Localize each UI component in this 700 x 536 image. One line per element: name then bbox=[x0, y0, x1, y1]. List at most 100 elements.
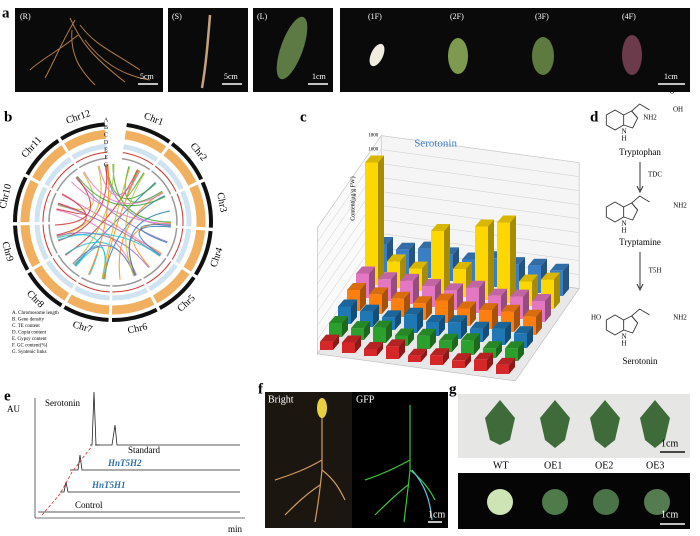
bar bbox=[364, 342, 383, 356]
photo-label: (1F) bbox=[368, 12, 382, 21]
pathway-arrows bbox=[636, 162, 644, 292]
syntenic-link bbox=[75, 246, 106, 280]
bar bbox=[497, 215, 516, 303]
bar bbox=[329, 316, 348, 337]
bar-top bbox=[550, 263, 569, 271]
copia-track bbox=[112, 284, 145, 293]
copia-track bbox=[176, 193, 184, 227]
chromosome-arc bbox=[13, 225, 30, 271]
panel-label: f bbox=[258, 381, 264, 397]
bar-front bbox=[386, 346, 399, 359]
te-track bbox=[180, 190, 192, 227]
bar-top bbox=[457, 301, 476, 309]
bar-top bbox=[365, 155, 384, 163]
legend-entry: D. Copia content bbox=[12, 331, 47, 336]
chromosome-arc bbox=[126, 122, 171, 144]
image-label: Bright bbox=[268, 394, 294, 405]
bar-side bbox=[527, 326, 533, 348]
syntenic-link bbox=[138, 225, 171, 256]
track-letter: A bbox=[104, 117, 109, 123]
bar-top bbox=[461, 333, 480, 341]
fruit-3f bbox=[532, 37, 554, 75]
bar bbox=[342, 335, 361, 353]
bar-top bbox=[351, 321, 370, 329]
copia-track bbox=[75, 151, 108, 163]
copia-track bbox=[171, 228, 184, 260]
atom-label: H bbox=[621, 227, 626, 235]
leaf-drawings bbox=[485, 400, 670, 448]
bar-top bbox=[408, 348, 427, 356]
bar-side bbox=[518, 341, 524, 361]
bar-top bbox=[514, 326, 533, 334]
peak-label: Serotonin bbox=[45, 398, 80, 408]
chromosome-label: Chr4 bbox=[208, 246, 225, 268]
track-letter: G bbox=[104, 162, 109, 168]
atom-label: H bbox=[621, 340, 626, 348]
bar bbox=[351, 321, 370, 340]
legend-entry: E. Gypsy content bbox=[12, 337, 47, 342]
line-label: WT bbox=[493, 460, 509, 471]
bar-side bbox=[444, 224, 450, 294]
te-track bbox=[147, 263, 178, 291]
bar-top bbox=[430, 348, 449, 356]
bar-top bbox=[444, 283, 463, 291]
bar bbox=[373, 320, 392, 343]
bar-top bbox=[329, 316, 348, 323]
bar-top bbox=[320, 334, 339, 342]
y-tick-label: 1800 bbox=[368, 134, 379, 139]
gc-track bbox=[48, 224, 58, 254]
syntenic-link bbox=[56, 232, 150, 269]
chromosome-arc bbox=[60, 122, 106, 141]
chromosome-arc bbox=[200, 181, 213, 228]
te-track bbox=[34, 224, 49, 261]
bar-side bbox=[443, 348, 449, 365]
fruit-1f bbox=[369, 43, 385, 67]
gene-density-track bbox=[20, 224, 41, 268]
line-label: OE2 bbox=[595, 460, 613, 471]
bar-side bbox=[536, 309, 542, 335]
scale-bar: 1cm bbox=[661, 438, 678, 449]
legend-entry: F. GC content(%) bbox=[12, 344, 48, 349]
track-letter: C bbox=[104, 132, 108, 138]
bar-side bbox=[351, 299, 357, 324]
bar-top bbox=[409, 261, 428, 269]
bar bbox=[452, 353, 471, 368]
photo-gfp bbox=[352, 392, 448, 528]
enzyme-name: T5H bbox=[649, 267, 662, 275]
chromosome-label: Chr12 bbox=[65, 108, 92, 126]
photo-label: (L) bbox=[257, 12, 268, 21]
bar-front bbox=[351, 328, 364, 340]
grid-line bbox=[317, 135, 580, 229]
bar bbox=[365, 155, 384, 285]
bar-top bbox=[391, 291, 410, 299]
copia-track bbox=[42, 224, 53, 257]
bar bbox=[417, 328, 436, 349]
panel-label: e bbox=[4, 388, 11, 404]
bar-top bbox=[541, 272, 560, 280]
bar-top bbox=[417, 328, 436, 336]
annotation: Serotonin bbox=[414, 138, 457, 150]
gc-track bbox=[121, 157, 151, 171]
gene-density-track bbox=[163, 148, 197, 186]
bar bbox=[439, 333, 458, 352]
syntenic-link bbox=[83, 171, 164, 205]
compound-name: Serotonin bbox=[623, 356, 658, 366]
bar-side bbox=[452, 333, 458, 352]
bar-side bbox=[554, 272, 560, 309]
bar-top bbox=[523, 309, 542, 317]
syntenic-link bbox=[125, 173, 146, 277]
gc-track bbox=[166, 227, 178, 257]
gene-density-track bbox=[67, 294, 110, 315]
bar-side bbox=[355, 335, 361, 353]
syntenic-link bbox=[55, 176, 92, 226]
chromatogram-axes bbox=[34, 398, 245, 519]
bar-side bbox=[430, 328, 436, 349]
bar-top bbox=[342, 335, 361, 343]
bar-top bbox=[439, 333, 458, 341]
chromosome-arc bbox=[25, 138, 60, 176]
bar-side bbox=[421, 348, 427, 362]
bar-top bbox=[431, 224, 450, 231]
bar bbox=[431, 224, 450, 294]
gc-track bbox=[78, 157, 108, 169]
copia-track bbox=[42, 189, 52, 223]
